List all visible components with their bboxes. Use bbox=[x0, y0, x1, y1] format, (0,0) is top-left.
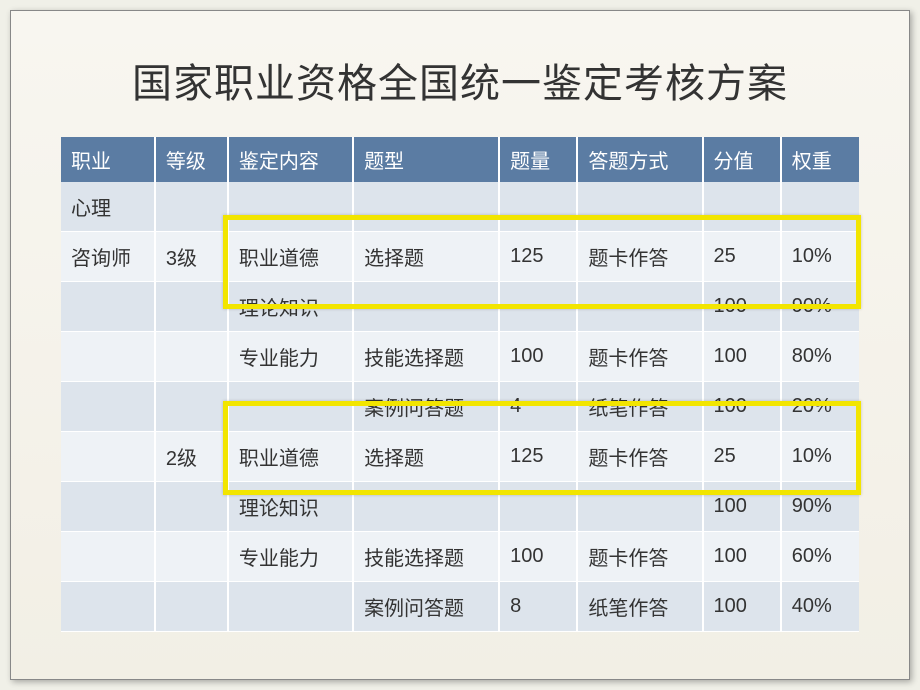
table-row: 咨询师3级职业道德选择题125题卡作答2510% bbox=[61, 232, 859, 282]
table-cell: 题卡作答 bbox=[577, 232, 702, 282]
table-cell: 职业道德 bbox=[228, 432, 353, 482]
table-cell: 理论知识 bbox=[228, 282, 353, 332]
table-cell: 题卡作答 bbox=[577, 332, 702, 382]
table-cell bbox=[499, 182, 577, 232]
table-cell bbox=[353, 282, 499, 332]
table-cell bbox=[499, 282, 577, 332]
col-header-count: 题量 bbox=[499, 137, 577, 182]
table-cell bbox=[61, 432, 155, 482]
table-cell: 8 bbox=[499, 582, 577, 632]
table-cell: 题卡作答 bbox=[577, 432, 702, 482]
assessment-table: 职业 等级 鉴定内容 题型 题量 答题方式 分值 权重 心理咨询师3级职业道德选… bbox=[61, 137, 859, 632]
table-cell: 案例问答题 bbox=[353, 582, 499, 632]
table-cell bbox=[353, 482, 499, 532]
table-cell: 10% bbox=[781, 432, 859, 482]
table-cell: 心理 bbox=[61, 182, 155, 232]
table-cell: 125 bbox=[499, 432, 577, 482]
table-cell: 80% bbox=[781, 332, 859, 382]
table-cell: 100 bbox=[703, 532, 781, 582]
table-cell bbox=[61, 332, 155, 382]
table-cell bbox=[155, 482, 228, 532]
table-row: 案例问答题4纸笔作答10020% bbox=[61, 382, 859, 432]
table-cell: 纸笔作答 bbox=[577, 382, 702, 432]
table-cell: 技能选择题 bbox=[353, 532, 499, 582]
col-header-type: 题型 bbox=[353, 137, 499, 182]
table-cell bbox=[228, 582, 353, 632]
table-cell: 20% bbox=[781, 382, 859, 432]
table-container: 职业 等级 鉴定内容 题型 题量 答题方式 分值 权重 心理咨询师3级职业道德选… bbox=[61, 137, 859, 632]
table-cell bbox=[61, 532, 155, 582]
table-cell: 25 bbox=[703, 432, 781, 482]
table-cell: 125 bbox=[499, 232, 577, 282]
table-cell bbox=[155, 582, 228, 632]
table-cell bbox=[577, 482, 702, 532]
table-cell: 2级 bbox=[155, 432, 228, 482]
table-row: 案例问答题8纸笔作答10040% bbox=[61, 582, 859, 632]
table-cell bbox=[155, 332, 228, 382]
col-header-occupation: 职业 bbox=[61, 137, 155, 182]
table-cell: 4 bbox=[499, 382, 577, 432]
table-cell bbox=[781, 182, 859, 232]
table-cell: 90% bbox=[781, 482, 859, 532]
slide-title: 国家职业资格全国统一鉴定考核方案 bbox=[61, 51, 859, 109]
col-header-weight: 权重 bbox=[781, 137, 859, 182]
table-header-row: 职业 等级 鉴定内容 题型 题量 答题方式 分值 权重 bbox=[61, 137, 859, 182]
table-cell: 10% bbox=[781, 232, 859, 282]
table-row: 专业能力技能选择题100题卡作答10060% bbox=[61, 532, 859, 582]
col-header-level: 等级 bbox=[155, 137, 228, 182]
table-cell bbox=[577, 182, 702, 232]
col-header-content: 鉴定内容 bbox=[228, 137, 353, 182]
table-cell: 技能选择题 bbox=[353, 332, 499, 382]
table-cell: 100 bbox=[499, 532, 577, 582]
table-cell: 40% bbox=[781, 582, 859, 632]
table-cell bbox=[61, 282, 155, 332]
table-cell bbox=[499, 482, 577, 532]
table-cell: 选择题 bbox=[353, 432, 499, 482]
table-cell bbox=[577, 282, 702, 332]
table-cell bbox=[155, 282, 228, 332]
table-cell bbox=[155, 532, 228, 582]
table-cell bbox=[228, 182, 353, 232]
table-cell bbox=[155, 382, 228, 432]
table-row: 心理 bbox=[61, 182, 859, 232]
table-cell: 100 bbox=[703, 332, 781, 382]
table-row: 2级职业道德选择题125题卡作答2510% bbox=[61, 432, 859, 482]
table-cell: 25 bbox=[703, 232, 781, 282]
table-cell bbox=[61, 482, 155, 532]
table-cell bbox=[703, 182, 781, 232]
table-cell bbox=[61, 582, 155, 632]
slide: 国家职业资格全国统一鉴定考核方案 职业 等级 鉴定内容 题型 题量 答题方式 分… bbox=[10, 10, 910, 680]
table-cell: 专业能力 bbox=[228, 532, 353, 582]
table-row: 理论知识 10090% bbox=[61, 482, 859, 532]
table-cell: 60% bbox=[781, 532, 859, 582]
table-cell: 专业能力 bbox=[228, 332, 353, 382]
table-body: 心理咨询师3级职业道德选择题125题卡作答2510%理论知识10090%专业能力… bbox=[61, 182, 859, 632]
table-cell: 100 bbox=[703, 482, 781, 532]
table-cell: 100 bbox=[499, 332, 577, 382]
table-cell bbox=[61, 382, 155, 432]
col-header-method: 答题方式 bbox=[577, 137, 702, 182]
table-row: 专业能力技能选择题100题卡作答10080% bbox=[61, 332, 859, 382]
table-cell: 选择题 bbox=[353, 232, 499, 282]
table-cell: 咨询师 bbox=[61, 232, 155, 282]
col-header-score: 分值 bbox=[703, 137, 781, 182]
table-cell: 案例问答题 bbox=[353, 382, 499, 432]
table-cell: 90% bbox=[781, 282, 859, 332]
table-cell bbox=[155, 182, 228, 232]
table-cell: 题卡作答 bbox=[577, 532, 702, 582]
table-cell: 100 bbox=[703, 582, 781, 632]
table-cell: 100 bbox=[703, 282, 781, 332]
table-cell bbox=[353, 182, 499, 232]
table-cell: 理论知识 bbox=[228, 482, 353, 532]
table-cell: 纸笔作答 bbox=[577, 582, 702, 632]
table-row: 理论知识 10090% bbox=[61, 282, 859, 332]
table-cell bbox=[228, 382, 353, 432]
table-cell: 职业道德 bbox=[228, 232, 353, 282]
table-cell: 100 bbox=[703, 382, 781, 432]
table-cell: 3级 bbox=[155, 232, 228, 282]
